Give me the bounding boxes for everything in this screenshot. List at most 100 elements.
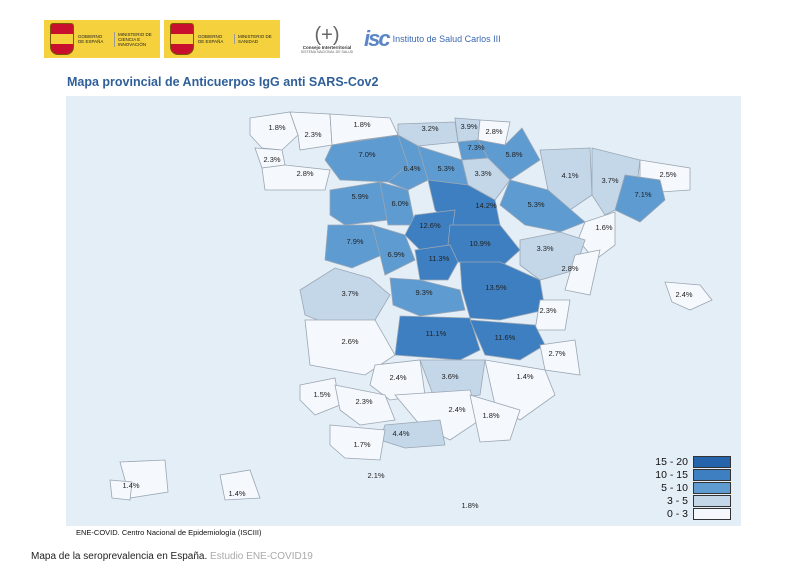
province-area [261,164,331,191]
gov2-line1: GOBIERNO DE ESPAÑA [198,34,224,44]
gov1-line2: MINISTERIO DE CIENCIA E INNOVACIÓN [114,31,158,47]
province-area [371,224,416,276]
province-value-label: 1.8% [482,411,499,420]
province-value-label: 3.2% [421,124,438,133]
source-note: ENE-COVID. Centro Nacional de Epidemiolo… [76,528,262,537]
province-area [469,319,546,361]
province-value-label: 5.3% [527,200,544,209]
isciii-logo: isc Instituto de Salud Carlos III [364,26,501,52]
consejo-line2: SISTEMA NACIONAL DE SALUD [300,49,354,54]
province-area [379,419,446,449]
province-value-label: 1.8% [461,501,478,510]
province-area [469,394,521,443]
legend-swatch [693,455,731,468]
province-value-label: 2.4% [675,290,692,299]
province-value-label: 9.3% [415,288,432,297]
province-value-label: 13.5% [485,283,507,292]
province-value-label: 5.3% [437,164,454,173]
province-area [109,479,133,501]
province-value-label: 2.8% [296,169,313,178]
province-area [324,224,383,269]
caption-sub: Estudio ENE-COVID19 [210,551,313,562]
province-area [577,211,616,261]
province-value-label: 7.3% [467,143,484,152]
legend-swatch [693,507,731,520]
province-labels: 1.8%2.3%1.8% 3.2% 3.9%2.8%7.3%2.3%7.0%6.4%… [122,120,692,510]
province-value-label: 3.9% [460,122,477,131]
province-area [394,315,481,361]
legend-label: 3 - 5 [666,494,688,507]
legend-label: 10 - 15 [655,468,688,481]
province-area [564,249,601,296]
province-value-label: 1.4% [228,489,245,498]
province-area [394,389,481,441]
province-value-label: 1.8% [353,120,370,129]
province-value-label: 3.3% [536,244,553,253]
caption-main: Mapa de la seroprevalencia en España. [31,551,208,562]
province-area [289,111,333,151]
province-value-label: 7.0% [358,150,375,159]
province-value-label: 1.7% [353,440,370,449]
province-value-label: 2.4% [389,373,406,382]
province-value-label: 2.8% [485,127,502,136]
legend-label: 5 - 10 [661,481,688,494]
legend-swatch [693,468,731,481]
province-value-label: 5.8% [505,150,522,159]
province-value-label: 3.7% [341,289,358,298]
province-area [459,261,546,321]
province-value-label: 5.9% [351,192,368,201]
consejo-interterritorial-logo: (+) Consejo Interterritorial SISTEMA NAC… [298,25,356,54]
province-area [334,384,396,426]
province-value-label: 7.1% [634,190,651,199]
province-area [329,424,386,461]
logo-bar: GOBIERNO DE ESPAÑA MINISTERIO DE CIENCIA… [44,16,501,62]
legend-label: 15 - 20 [655,455,688,468]
legend-row: 5 - 10 [646,481,731,494]
province-value-label: 4.4% [392,429,409,438]
legend-row: 0 - 3 [646,507,731,520]
province-value-label: 2.5% [659,170,676,179]
province-value-label: 6.9% [387,250,404,259]
province-value-label: 3.7% [601,176,618,185]
province-value-label: 3.3% [474,169,491,178]
province-area [389,277,466,317]
consejo-line1: Consejo Interterritorial [302,44,352,50]
gov1-line1: GOBIERNO DE ESPAÑA [78,34,104,44]
legend-row: 10 - 15 [646,468,731,481]
province-value-label: 11.3% [429,254,450,263]
province-value-label: 14.2% [475,201,497,210]
isciii-name: Instituto de Salud Carlos III [392,34,501,44]
province-value-label: 2.6% [341,337,358,346]
province-value-label: 4.1% [561,171,578,180]
isciii-mark-icon: isc [364,26,391,51]
province-value-label: 1.4% [516,372,533,381]
province-value-label: 2.3% [539,306,556,315]
province-area [329,181,389,226]
province-area [614,174,666,223]
province-value-label: 11.6% [495,333,516,342]
coat-of-arms-icon [50,23,74,55]
province-area [299,267,391,326]
province-value-label: 1.5% [313,390,330,399]
province-value-label: 2.3% [263,155,280,164]
province-value-label: 12.6% [419,221,441,230]
province-area [664,281,713,311]
province-value-label: 1.4% [122,481,139,490]
gobierno-ciencia-logo: GOBIERNO DE ESPAÑA MINISTERIO DE CIENCIA… [44,20,160,58]
legend-row: 15 - 20 [646,455,731,468]
province-value-label: 10.9% [469,239,491,248]
province-value-label: 1.8% [268,123,285,132]
province-area [397,121,459,147]
province-regions [109,111,713,501]
province-area [534,299,571,331]
caption: Mapa de la seroprevalencia en España. Es… [31,551,313,562]
province-value-label: 6.0% [391,199,408,208]
province-area [219,469,261,501]
legend: 15 - 20 10 - 15 5 - 10 3 - 5 0 - 3 [646,455,731,520]
province-area [414,244,459,281]
gobierno-sanidad-logo: GOBIERNO DE ESPAÑA MINISTERIO DE SANIDAD [164,20,280,58]
province-area [299,377,341,416]
coat-of-arms-icon [170,23,194,55]
legend-row: 3 - 5 [646,494,731,507]
